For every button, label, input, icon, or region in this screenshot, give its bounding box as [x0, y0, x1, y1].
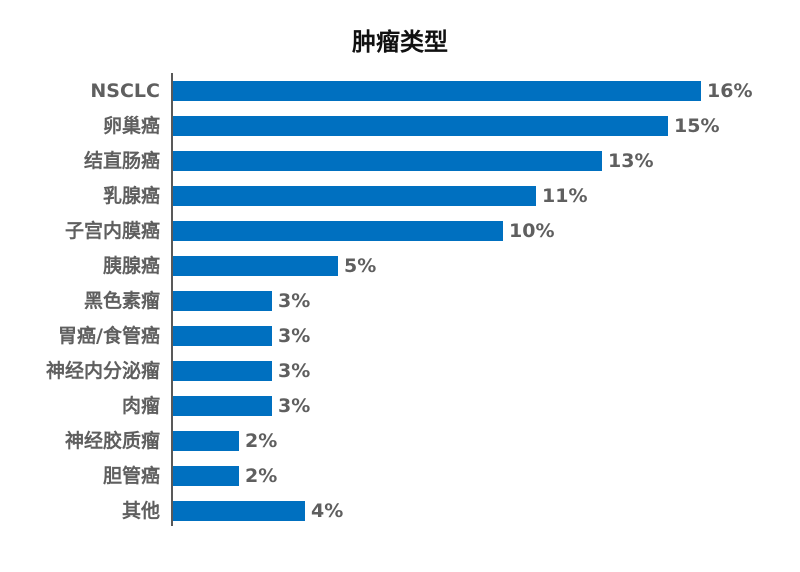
value-label: 10%: [509, 220, 554, 242]
value-label: 4%: [311, 500, 343, 522]
bar: [173, 501, 305, 521]
value-label: 15%: [674, 115, 719, 137]
value-label: 3%: [278, 395, 310, 417]
bar: [173, 186, 536, 206]
category-label: 胃癌/食管癌: [58, 324, 160, 347]
category-label: 胆管癌: [103, 464, 160, 487]
bar: [173, 361, 272, 381]
bar: [173, 291, 272, 311]
bar: [173, 326, 272, 346]
bar: [173, 256, 338, 276]
bar: [173, 466, 239, 486]
bar: [173, 151, 602, 171]
value-label: 2%: [245, 430, 277, 452]
category-label: 子宫内膜癌: [65, 219, 160, 242]
category-label: 肉瘤: [122, 394, 160, 417]
bar: [173, 221, 503, 241]
bar: [173, 81, 701, 101]
value-label: 11%: [542, 185, 587, 207]
category-label: 神经胶质瘤: [65, 429, 160, 452]
bar: [173, 396, 272, 416]
category-label: 黑色素瘤: [84, 289, 160, 312]
category-label: 胰腺癌: [102, 254, 160, 277]
bars-group: [173, 81, 701, 521]
category-label: 其他: [122, 499, 160, 522]
value-label: 3%: [278, 325, 310, 347]
value-label: 16%: [707, 80, 752, 102]
category-label: NSCLC: [90, 80, 160, 102]
bar: [173, 431, 239, 451]
category-labels: NSCLC 卵巢癌结直肠癌乳腺癌子宫内膜癌胰腺癌黑色素瘤胃癌/食管癌神经内分泌瘤肉…: [46, 80, 160, 522]
value-label: 13%: [608, 150, 653, 172]
category-label: 神经内分泌瘤: [46, 359, 160, 382]
category-label: 乳腺癌: [103, 184, 160, 207]
value-label: 5%: [344, 255, 376, 277]
category-label: 结直肠癌: [84, 149, 160, 172]
value-label: 3%: [278, 360, 310, 382]
value-label: 2%: [245, 465, 277, 487]
category-label: 卵巢癌: [103, 114, 160, 137]
bar: [173, 116, 668, 136]
value-label: 3%: [278, 290, 310, 312]
chart-title: 肿瘤类型: [352, 28, 448, 56]
value-labels: 16%15%13%11%10%5%3%3%3%3%2%2%4%: [245, 80, 752, 522]
